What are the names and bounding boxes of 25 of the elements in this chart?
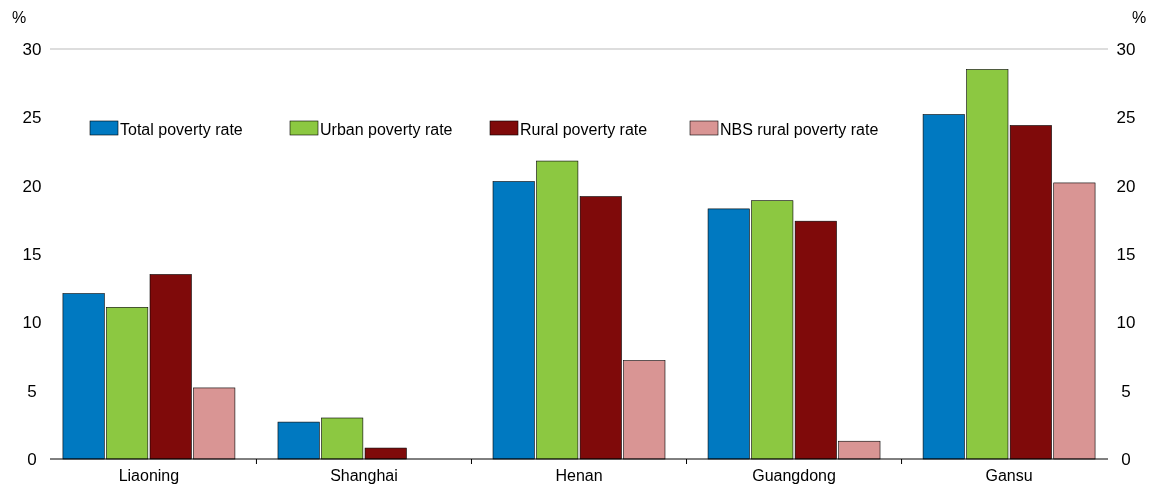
x-tick-label: Gansu [985,467,1033,484]
y-tick-label: 10 [22,313,42,333]
y2-tick-label: 10 [1116,313,1136,333]
y-tick-label: 25 [22,108,42,128]
y2-tick-label: 0 [1121,450,1131,469]
y-tick-label: 15 [22,245,42,264]
y-tick-label: 30 [22,40,42,59]
legend-label: NBS rural poverty rate [720,121,879,138]
y-axis-title: % [12,9,27,26]
x-tick-label: Henan [555,467,603,484]
y-tick-label: 5 [27,381,37,401]
y2-axis-title: % [1132,9,1147,26]
y2-tick-label: 15 [1116,245,1136,264]
legend-label: Urban poverty rate [320,121,453,138]
x-tick-label: Guangdong [752,467,836,484]
y2-tick-label: 20 [1116,176,1136,196]
x-tick-label: Liaoning [118,467,180,484]
y2-tick-label: 5 [1121,381,1131,401]
x-tick-label: Shanghai [330,467,398,484]
y-tick-label: 20 [22,176,42,196]
y2-tick-label: 30 [1116,40,1136,59]
y-tick-label: 0 [27,450,37,469]
legend-label: Total poverty rate [120,121,243,138]
y2-tick-label: 25 [1116,108,1136,128]
legend-label: Rural poverty rate [520,121,648,138]
